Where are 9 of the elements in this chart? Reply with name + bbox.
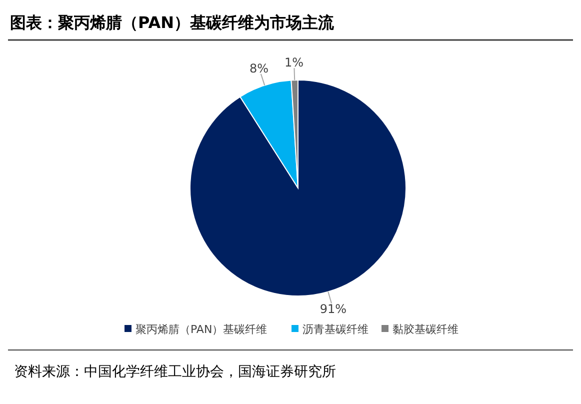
legend-label: 聚丙烯腈（PAN）基碳纤维 [136, 322, 268, 336]
pie-slice [190, 80, 406, 296]
chart-title: 图表：聚丙烯腈（PAN）基碳纤维为市场主流 [10, 13, 336, 32]
legend-label: 黏胶基碳纤维 [392, 322, 458, 336]
data-label: 1% [284, 55, 304, 70]
legend-label: 沥青基碳纤维 [302, 322, 368, 336]
data-label: 8% [250, 61, 269, 76]
text: 资料来源：中国化学纤维工业协会，国海证券研究所 [14, 364, 336, 380]
data-label: 91% [320, 302, 346, 316]
